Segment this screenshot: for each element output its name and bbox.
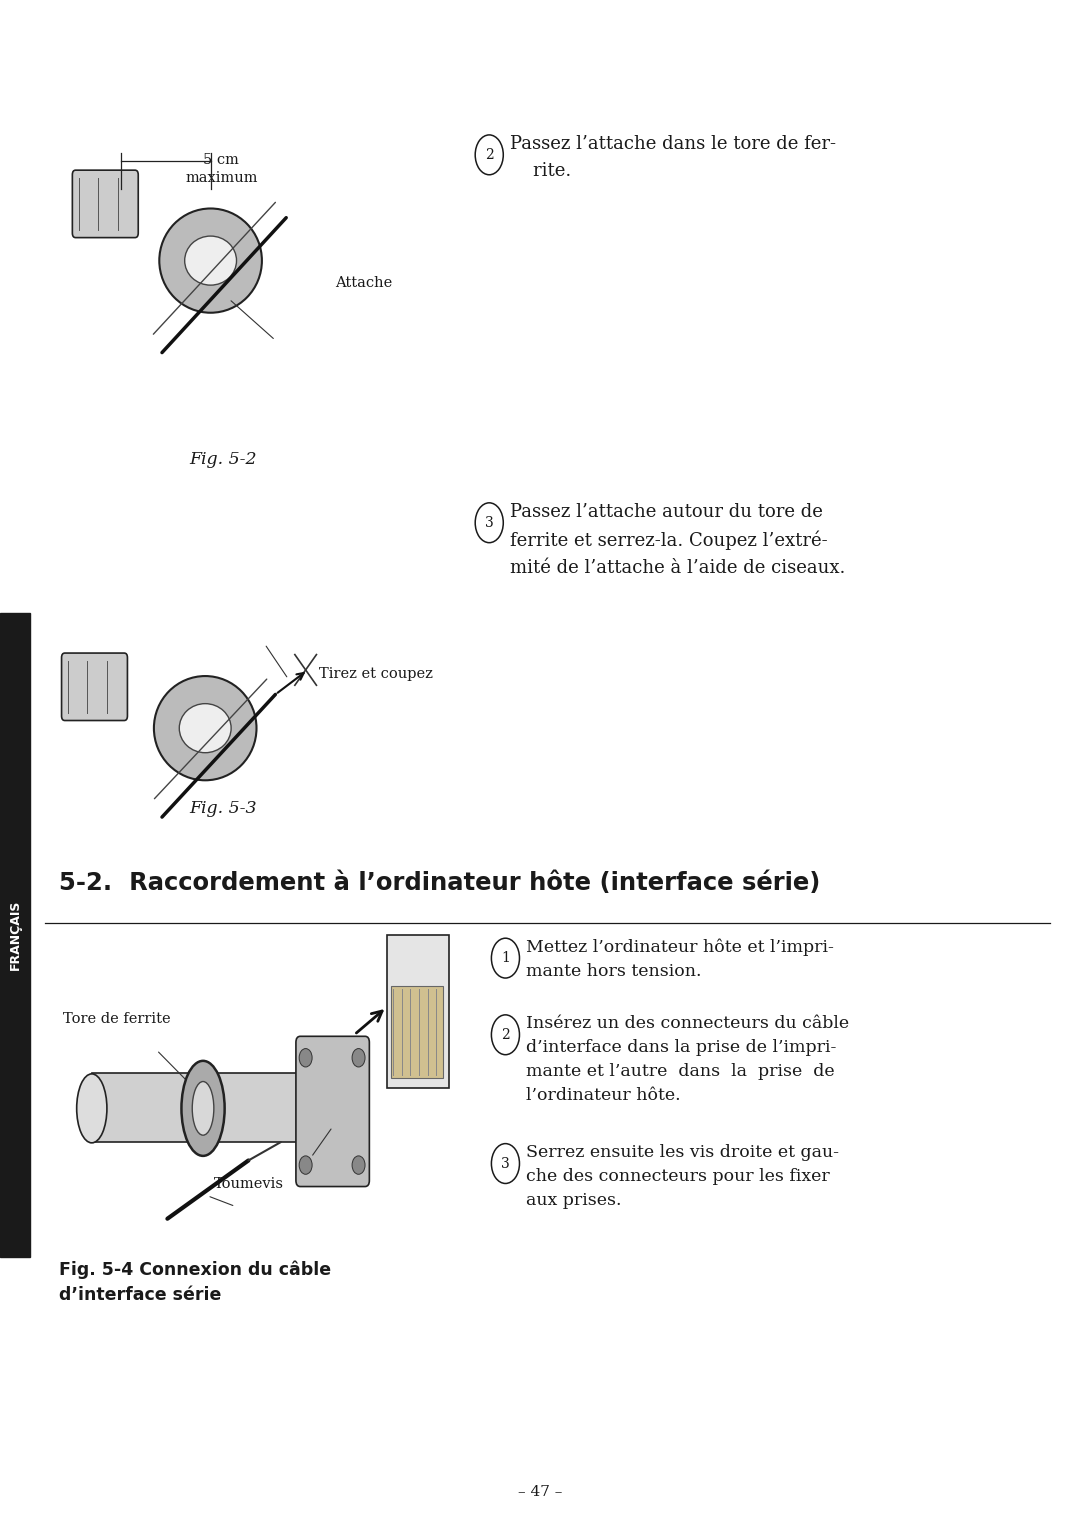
Text: Passez l’attache dans le tore de fer-
    rite.: Passez l’attache dans le tore de fer- ri…: [510, 135, 836, 179]
Circle shape: [299, 1049, 312, 1067]
Text: Insérez un des connecteurs du câble
d’interface dans la prise de l’impri-
mante : Insérez un des connecteurs du câble d’in…: [526, 1015, 849, 1104]
Text: 3: 3: [485, 515, 494, 530]
Text: Passez l’attache autour du tore de
ferrite et serrez-la. Coupez l’extré-
mité de: Passez l’attache autour du tore de ferri…: [510, 503, 846, 578]
Ellipse shape: [179, 704, 231, 753]
Bar: [391, 986, 443, 1078]
Text: Tirez et coupez: Tirez et coupez: [319, 667, 432, 681]
Text: – 47 –: – 47 –: [517, 1485, 563, 1499]
Text: Serrez ensuite les vis droite et gau-
che des connecteurs pour les fixer
aux pri: Serrez ensuite les vis droite et gau- ch…: [526, 1144, 839, 1210]
Text: 5 cm
maximum: 5 cm maximum: [185, 153, 258, 184]
Bar: [0, 613, 30, 1257]
Text: Fig. 5-2: Fig. 5-2: [189, 451, 257, 468]
Text: 1: 1: [501, 950, 510, 966]
Circle shape: [352, 1049, 365, 1067]
Text: Fig. 5-3: Fig. 5-3: [189, 800, 257, 817]
Ellipse shape: [160, 208, 261, 313]
Text: 5-2.  Raccordement à l’ordinateur hôte (interface série): 5-2. Raccordement à l’ordinateur hôte (i…: [59, 871, 821, 895]
Circle shape: [352, 1156, 365, 1174]
Text: 2: 2: [485, 147, 494, 162]
Ellipse shape: [192, 1082, 214, 1134]
Text: Vis: Vis: [319, 1131, 341, 1145]
Text: Tore de ferrite: Tore de ferrite: [63, 1012, 171, 1026]
Ellipse shape: [77, 1073, 107, 1144]
Text: Mettez l’ordinateur hôte et l’impri-
mante hors tension.: Mettez l’ordinateur hôte et l’impri- man…: [526, 938, 834, 980]
Ellipse shape: [153, 676, 257, 780]
Text: Toumevis: Toumevis: [214, 1177, 284, 1191]
Text: 2: 2: [501, 1027, 510, 1042]
FancyBboxPatch shape: [62, 653, 127, 721]
Ellipse shape: [185, 236, 237, 285]
Text: 3: 3: [501, 1156, 510, 1171]
Text: Attache: Attache: [335, 276, 392, 290]
Bar: [92, 1073, 351, 1142]
FancyBboxPatch shape: [296, 1036, 369, 1187]
Circle shape: [299, 1156, 312, 1174]
FancyBboxPatch shape: [72, 170, 138, 238]
Text: Fig. 5-4 Connexion du câble
d’interface série: Fig. 5-4 Connexion du câble d’interface …: [59, 1260, 332, 1303]
Text: FRANÇAIS: FRANÇAIS: [9, 900, 22, 970]
Bar: [387, 935, 449, 1088]
Ellipse shape: [181, 1061, 225, 1156]
